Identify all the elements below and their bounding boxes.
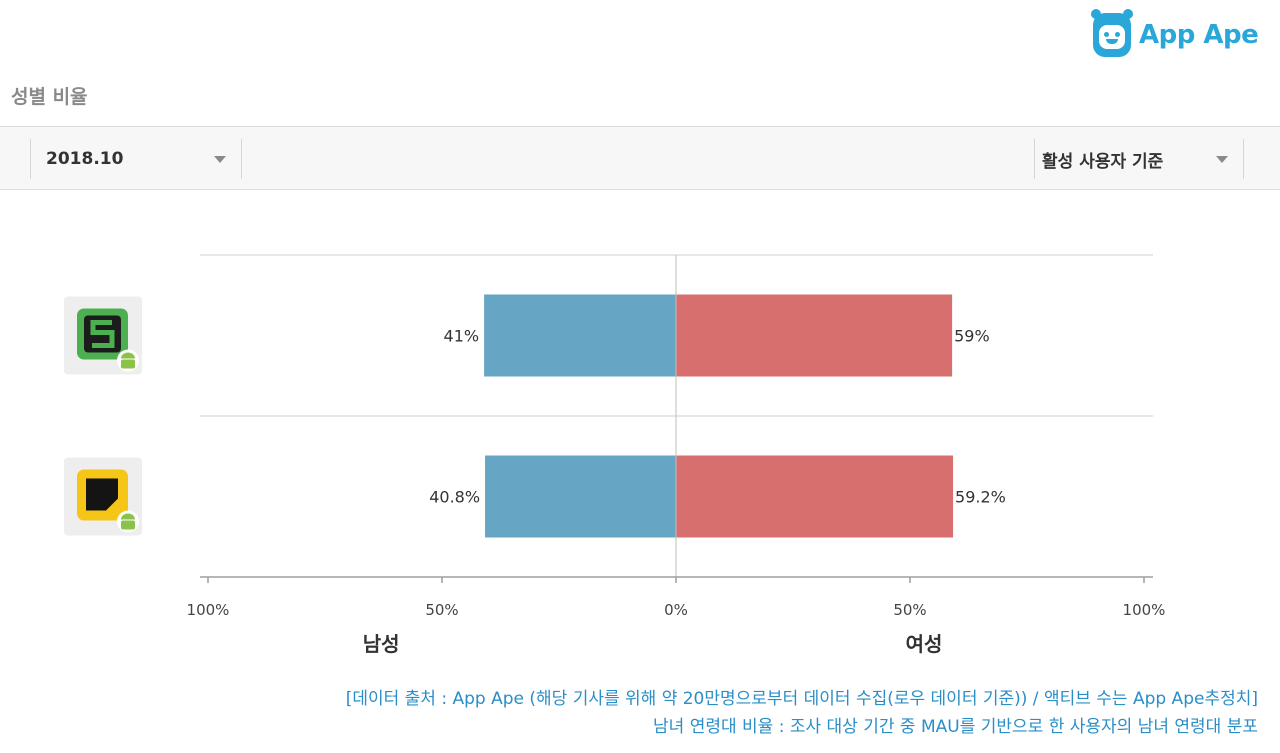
s-app-icon — [64, 296, 142, 375]
x-tick-label: 100% — [1123, 601, 1166, 619]
data-label-female: 59.2% — [955, 488, 1006, 507]
data-label-male: 40.8% — [429, 488, 480, 507]
bar-female — [676, 455, 954, 538]
chevron-down-icon — [1216, 156, 1228, 163]
gender-ratio-chart: 41% 59% 40.8% 59.2% 100% 50% 0% 50% 100% 남성 여성 — [64, 254, 1166, 656]
section-title: 성별 비율 — [11, 86, 88, 108]
x-tick-label: 0% — [664, 601, 688, 619]
data-label-female: 59% — [954, 327, 990, 346]
footnote-source: [데이터 출처 : App Ape (해당 기사를 위해 약 20만명으로부터 … — [345, 689, 1258, 709]
monkey-icon — [1091, 9, 1133, 57]
yellow-app-icon — [64, 457, 142, 536]
x-tick-label: 50% — [893, 601, 926, 619]
footnote-definition: 남녀 연령대 비율 : 조사 대상 기간 중 MAU를 기반으로 한 사용자의 … — [653, 717, 1258, 737]
filter-bar: 2018.10 활성 사용자 기준 — [0, 126, 1280, 190]
bar-male — [485, 455, 676, 538]
date-select-value: 2018.10 — [46, 149, 124, 169]
bar-female — [676, 294, 953, 377]
basis-select[interactable]: 활성 사용자 기준 — [1034, 139, 1244, 179]
date-select[interactable]: 2018.10 — [30, 139, 242, 179]
x-label-female: 여성 — [906, 632, 943, 656]
basis-select-value: 활성 사용자 기준 — [1042, 151, 1164, 172]
data-label-male: 41% — [444, 327, 480, 346]
x-tick-label: 100% — [187, 601, 230, 619]
app-ape-logo: App Ape — [1091, 9, 1259, 58]
x-tick-label: 50% — [425, 601, 458, 619]
bar-male — [484, 294, 676, 377]
x-label-male: 남성 — [363, 632, 400, 656]
brand-name: App Ape — [1139, 20, 1259, 50]
chevron-down-icon — [214, 156, 226, 163]
